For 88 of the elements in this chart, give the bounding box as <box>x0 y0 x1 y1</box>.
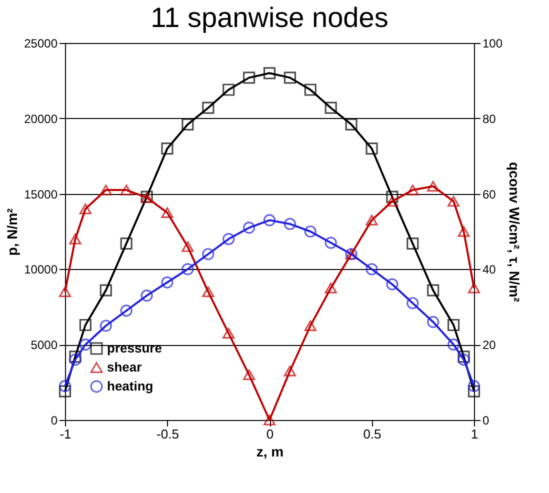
point <box>69 350 82 363</box>
point <box>406 297 419 310</box>
point <box>366 263 378 276</box>
x-tick-label: 0 <box>266 426 274 442</box>
point <box>79 338 92 351</box>
point <box>69 234 82 244</box>
point <box>263 214 276 226</box>
point <box>140 290 153 302</box>
y2-axis-title: qconv W/cm², τ, N/m² <box>506 162 523 302</box>
point <box>386 190 398 203</box>
y-tick-label: 25000 <box>24 36 58 50</box>
x-tick-label: -0.5 <box>156 426 179 442</box>
point <box>427 284 440 296</box>
x-tick-label: -1 <box>60 426 72 442</box>
point <box>182 118 194 130</box>
y2-tick-label: 40 <box>482 262 496 277</box>
point <box>284 366 296 376</box>
point <box>284 72 296 84</box>
point <box>222 328 235 339</box>
point <box>427 316 440 328</box>
point <box>304 84 316 96</box>
point <box>58 385 72 398</box>
point <box>263 67 276 80</box>
point <box>120 184 132 196</box>
point <box>458 350 470 363</box>
y-tick-label: 0 <box>50 414 58 428</box>
x-tick-label: 0.5 <box>363 426 382 442</box>
point <box>182 263 194 276</box>
point <box>120 304 132 317</box>
point <box>284 218 296 230</box>
x-axis-title: z, m <box>256 444 284 460</box>
point <box>161 207 174 218</box>
y-tick-label: 20000 <box>24 112 58 126</box>
point <box>243 369 256 380</box>
point <box>406 184 419 196</box>
y2-tick-label: 100 <box>482 36 503 50</box>
chart-title: 11 spanwise nodes <box>150 2 388 33</box>
point <box>69 354 82 366</box>
y2-tick-label: 0 <box>482 414 490 428</box>
point <box>366 142 378 155</box>
point <box>58 286 72 298</box>
point <box>263 414 276 426</box>
point <box>182 241 194 252</box>
point <box>120 238 132 250</box>
point <box>448 318 460 332</box>
y2-tick-label: 20 <box>482 338 496 352</box>
point <box>202 248 214 260</box>
point <box>386 278 398 290</box>
point <box>304 320 316 332</box>
x-tick-label: 1 <box>470 426 478 442</box>
point <box>366 214 378 226</box>
point <box>243 72 256 84</box>
y-tick-label: 10000 <box>24 262 58 277</box>
point <box>468 282 480 294</box>
point <box>448 338 460 351</box>
point <box>304 225 316 238</box>
point <box>243 222 256 234</box>
y-axis-title: p, N/m² <box>4 208 20 256</box>
point <box>427 180 440 192</box>
point <box>161 276 174 288</box>
point <box>100 184 112 196</box>
point <box>448 196 460 207</box>
legend-label: heating <box>107 378 154 394</box>
point <box>345 118 358 130</box>
point <box>58 380 72 392</box>
point <box>458 226 470 237</box>
legend-label: shear <box>107 360 142 374</box>
point <box>100 320 112 332</box>
point <box>324 102 337 114</box>
point <box>222 233 235 246</box>
point <box>468 380 480 392</box>
y2-tick-label: 60 <box>482 187 496 202</box>
point <box>406 238 419 250</box>
point <box>324 236 337 249</box>
point <box>222 84 235 96</box>
y-tick-label: 5000 <box>30 338 58 352</box>
point <box>324 282 337 294</box>
point <box>202 286 214 298</box>
point <box>458 354 470 366</box>
point <box>468 385 480 398</box>
point <box>161 142 174 155</box>
y2-tick-label: 80 <box>482 112 496 126</box>
point <box>202 102 214 114</box>
y-tick-label: 15000 <box>24 187 58 202</box>
point <box>79 204 92 214</box>
point <box>100 284 112 296</box>
point <box>386 196 398 207</box>
point <box>79 318 92 332</box>
